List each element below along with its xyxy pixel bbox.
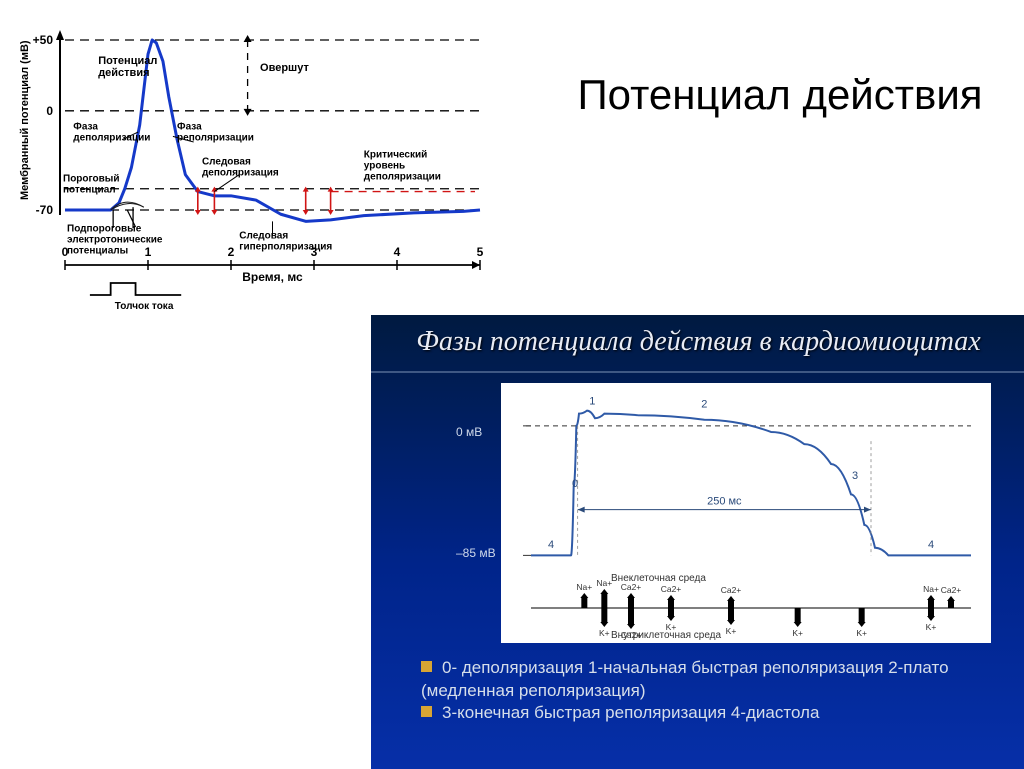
svg-text:K+: K+	[726, 626, 737, 636]
svg-text:Следоваядеполяризация: Следоваядеполяризация	[202, 157, 279, 179]
svg-text:Ca2+: Ca2+	[621, 630, 642, 640]
svg-text:3: 3	[852, 470, 858, 482]
bullet-icon	[421, 661, 432, 672]
svg-text:0: 0	[46, 104, 53, 118]
svg-text:1: 1	[589, 395, 595, 407]
svg-text:Потенциалдействия: Потенциалдействия	[98, 55, 157, 79]
svg-text:0: 0	[62, 245, 69, 259]
svg-text:250 мс: 250 мс	[707, 495, 742, 507]
page-title: Потенциал действия	[570, 70, 990, 120]
svg-text:Ca2+: Ca2+	[621, 582, 642, 592]
svg-text:K+: K+	[792, 628, 803, 638]
svg-text:K+: K+	[599, 628, 610, 638]
action-potential-chart: +50 0 -70 Мембранный потенциал (мВ) Потенциа…	[10, 20, 500, 320]
slide-title: Фазы потенциала действия в кардиомиоцита…	[371, 315, 1024, 363]
svg-text:Na+: Na+	[923, 584, 939, 594]
svg-text:Na+: Na+	[596, 578, 612, 588]
svg-text:Na+: Na+	[576, 582, 592, 592]
svg-text:4: 4	[394, 245, 401, 259]
cardiomyocyte-slide: Фазы потенциала действия в кардиомиоцита…	[371, 315, 1024, 769]
legend-line-2: 3-конечная быстрая реполяризация 4-диаст…	[442, 703, 819, 722]
legend-line-1: 0- деполяризация 1-начальная быстрая реп…	[421, 658, 949, 700]
cardiac-chart: 0 мВ –85 мВ 012344250 мсВнеклеточная сре…	[501, 383, 991, 643]
svg-text:+50: +50	[33, 33, 54, 47]
cardiac-y-85mv: –85 мВ	[456, 546, 496, 560]
svg-text:Ca2+: Ca2+	[721, 585, 742, 595]
svg-text:5: 5	[477, 245, 484, 259]
bullet-icon	[421, 706, 432, 717]
svg-text:K+: K+	[856, 628, 867, 638]
svg-text:K+: K+	[666, 622, 677, 632]
svg-text:Ca2+: Ca2+	[941, 585, 962, 595]
slide-legend: 0- деполяризация 1-начальная быстрая реп…	[371, 643, 1024, 726]
svg-text:2: 2	[228, 245, 235, 259]
svg-text:-70: -70	[36, 203, 54, 217]
slide-divider	[371, 371, 1024, 373]
svg-text:Следоваягиперполяризация: Следоваягиперполяризация	[239, 230, 332, 252]
svg-text:Пороговыйпотенциал: Пороговыйпотенциал	[63, 174, 120, 196]
svg-text:K+: K+	[926, 622, 937, 632]
svg-text:1: 1	[145, 245, 152, 259]
svg-text:Овершут: Овершут	[260, 62, 309, 74]
svg-text:3: 3	[311, 245, 318, 259]
svg-text:4: 4	[548, 538, 554, 550]
svg-text:Время, мс: Время, мс	[242, 270, 303, 284]
svg-text:0: 0	[572, 477, 578, 489]
svg-text:Фазареполяризации: Фазареполяризации	[177, 121, 254, 143]
svg-text:Мембранный потенциал (мВ): Мембранный потенциал (мВ)	[19, 40, 31, 200]
svg-text:Критическийуровеньдеполяризаци: Критическийуровеньдеполяризации	[364, 150, 441, 183]
cardiac-y-0mv: 0 мВ	[456, 425, 482, 439]
svg-text:Толчок тока: Толчок тока	[115, 301, 174, 312]
svg-text:Ca2+: Ca2+	[661, 584, 682, 594]
svg-text:4: 4	[928, 538, 934, 550]
svg-text:2: 2	[701, 398, 707, 410]
